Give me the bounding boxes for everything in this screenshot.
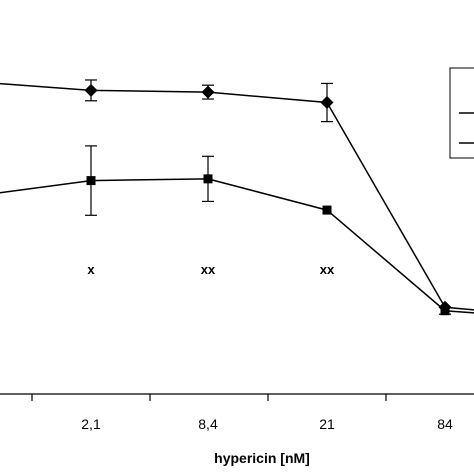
significance-marker: xx	[320, 262, 335, 277]
legend	[449, 67, 474, 159]
x-tick-label: 21	[319, 416, 335, 432]
series-square	[0, 145, 474, 316]
data-point-square	[322, 205, 332, 215]
series-line	[0, 178, 474, 314]
data-point-diamond	[84, 83, 98, 97]
data-point-square	[203, 174, 213, 184]
x-axis: 2,1 8,4 21 84	[0, 393, 474, 432]
data-point-diamond	[320, 96, 334, 110]
x-axis-title: hypericin [nM]	[214, 450, 310, 466]
data-point-square	[86, 176, 96, 186]
series-diamond	[0, 79, 474, 314]
x-tick-label: 8,4	[198, 416, 218, 432]
data-point-square	[440, 306, 450, 316]
annotation-layer: x xx xx	[87, 262, 335, 277]
x-tick-label: 84	[437, 416, 453, 432]
significance-marker: xx	[201, 262, 216, 277]
x-tick-label: 2,1	[81, 416, 101, 432]
significance-marker: x	[87, 262, 95, 277]
data-point-diamond	[201, 85, 215, 99]
series-line	[0, 82, 474, 311]
series-layer	[0, 79, 474, 316]
